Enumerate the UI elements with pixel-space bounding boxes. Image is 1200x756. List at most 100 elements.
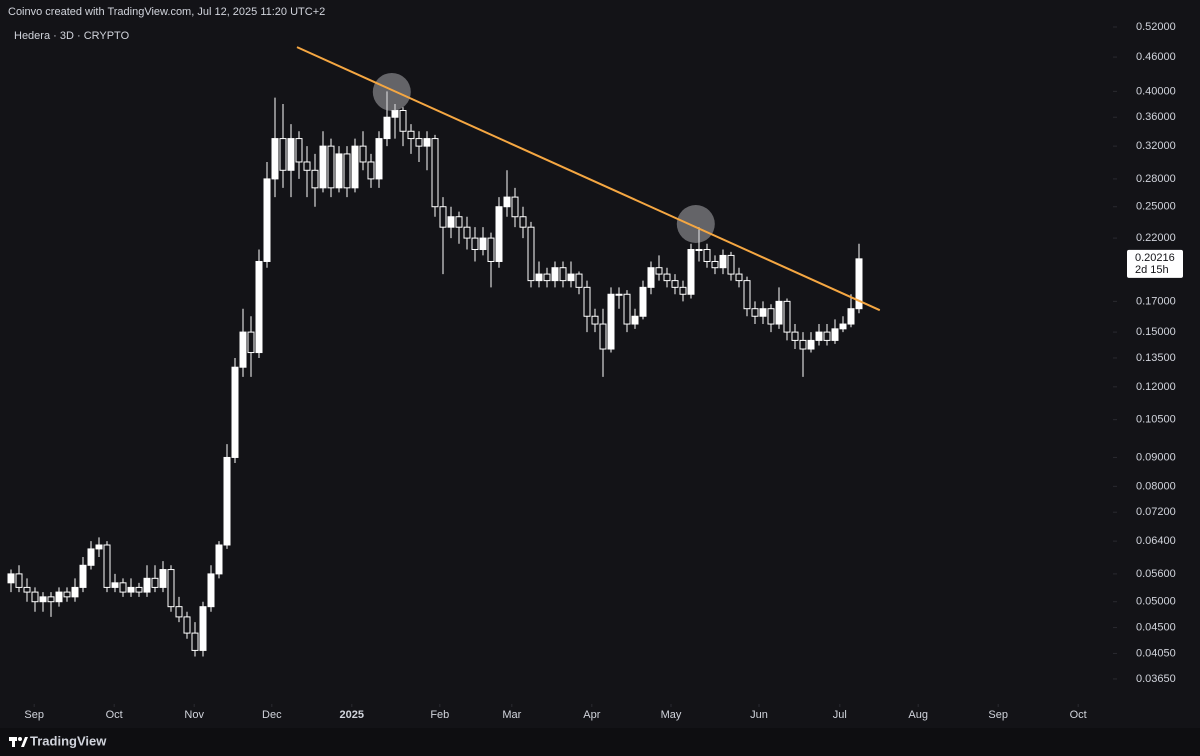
y-tick-label: 0.46000 — [1136, 51, 1176, 63]
candle-body — [839, 323, 847, 330]
candle-body — [687, 249, 695, 295]
candle-body — [527, 226, 535, 282]
candle-body — [407, 130, 415, 140]
y-tick-label: 0.04500 — [1136, 621, 1176, 633]
candle-body — [87, 548, 95, 566]
candle-body — [591, 315, 599, 325]
y-tick-label: 0.22000 — [1136, 232, 1176, 244]
candle-body — [607, 293, 615, 350]
candle-body — [583, 286, 591, 317]
y-tick-label: 0.07200 — [1136, 506, 1176, 518]
candle-body — [239, 331, 247, 368]
price-tag — [1127, 249, 1183, 278]
x-tick-label: Sep — [988, 709, 1008, 721]
candle-body — [543, 273, 551, 282]
candle-body — [783, 300, 791, 333]
y-tick-label: 0.12000 — [1136, 381, 1176, 393]
candle-body — [151, 577, 159, 588]
candle-body — [767, 308, 775, 325]
candle-body — [391, 110, 399, 118]
y-tick-label: 0.05600 — [1136, 568, 1176, 580]
attribution: Coinvo created with TradingView.com, Jul… — [8, 6, 325, 18]
candle-body — [335, 153, 343, 189]
candle-body — [47, 596, 55, 603]
y-tick-label: 0.28000 — [1136, 173, 1176, 185]
candle-body — [455, 216, 463, 228]
y-tick-label: 0.13500 — [1136, 352, 1176, 364]
candle-body — [191, 632, 199, 651]
candle-body — [111, 582, 119, 588]
candle-body — [439, 206, 447, 228]
candle-body — [23, 586, 31, 593]
candle-body — [823, 331, 831, 341]
x-tick-label: 2025 — [340, 709, 364, 721]
candle-body — [751, 308, 759, 317]
candle-body — [623, 293, 631, 325]
candle-body — [447, 216, 455, 228]
candle-body — [175, 606, 183, 618]
candle-body — [815, 331, 823, 341]
y-tick-label: 0.10500 — [1136, 414, 1176, 426]
candle-body — [383, 116, 391, 140]
x-tick-label: Sep — [24, 709, 44, 721]
candle-body — [799, 339, 807, 350]
candle-body — [575, 273, 583, 288]
x-tick-label: Feb — [430, 709, 449, 721]
brand-name: TradingView — [30, 733, 107, 748]
candle-body — [727, 254, 735, 275]
price-tag-countdown: 2d 15h — [1135, 264, 1169, 276]
candle-body — [119, 582, 127, 593]
y-tick-label: 0.09000 — [1136, 451, 1176, 463]
candle-body — [7, 573, 15, 584]
candle-body — [415, 138, 423, 147]
candle-body — [735, 273, 743, 282]
candle-body — [599, 323, 607, 350]
candle-body — [103, 544, 111, 588]
candle-body — [359, 145, 367, 163]
candle-body — [775, 300, 783, 325]
candle-body — [375, 138, 383, 180]
candle-body — [679, 286, 687, 295]
y-tick-label: 0.40000 — [1136, 85, 1176, 97]
candle-body — [295, 138, 303, 163]
x-tick-label: Nov — [184, 709, 204, 721]
candle-body — [855, 258, 863, 310]
candle-body — [631, 315, 639, 325]
candle-body — [39, 596, 47, 603]
candle-body — [655, 267, 663, 275]
y-tick-label: 0.32000 — [1136, 140, 1176, 152]
candle-body — [303, 161, 311, 171]
candle-body — [63, 591, 71, 598]
trendline — [296, 46, 881, 312]
candle-body — [703, 249, 711, 262]
candle-body — [231, 366, 239, 458]
candle-body — [215, 544, 223, 575]
x-tick-label: Mar — [502, 709, 521, 721]
candle-body — [671, 280, 679, 288]
candle-body — [255, 260, 263, 354]
symbol-label: Hedera · 3D · CRYPTO — [14, 30, 130, 42]
y-tick-label: 0.25000 — [1136, 201, 1176, 213]
candle-body — [319, 145, 327, 189]
candle-body — [807, 339, 815, 350]
candle-body — [511, 196, 519, 218]
candle-body — [695, 249, 703, 252]
y-tick-label: 0.52000 — [1136, 21, 1176, 33]
highlight-circle — [372, 72, 411, 111]
candle-body — [463, 226, 471, 239]
candle-body — [31, 591, 39, 603]
candle-body — [223, 456, 231, 546]
candle-body — [503, 196, 511, 208]
candle-body — [519, 216, 527, 228]
y-tick-label: 0.06400 — [1136, 535, 1176, 547]
footer-bar — [0, 728, 1200, 756]
y-tick-label: 0.04050 — [1136, 647, 1176, 659]
candle-body — [639, 286, 647, 317]
x-tick-label: Jun — [750, 709, 768, 721]
candle-body — [271, 138, 279, 180]
candle-body — [831, 328, 839, 341]
candle-body — [791, 331, 799, 341]
x-tick-label: Oct — [106, 709, 123, 721]
